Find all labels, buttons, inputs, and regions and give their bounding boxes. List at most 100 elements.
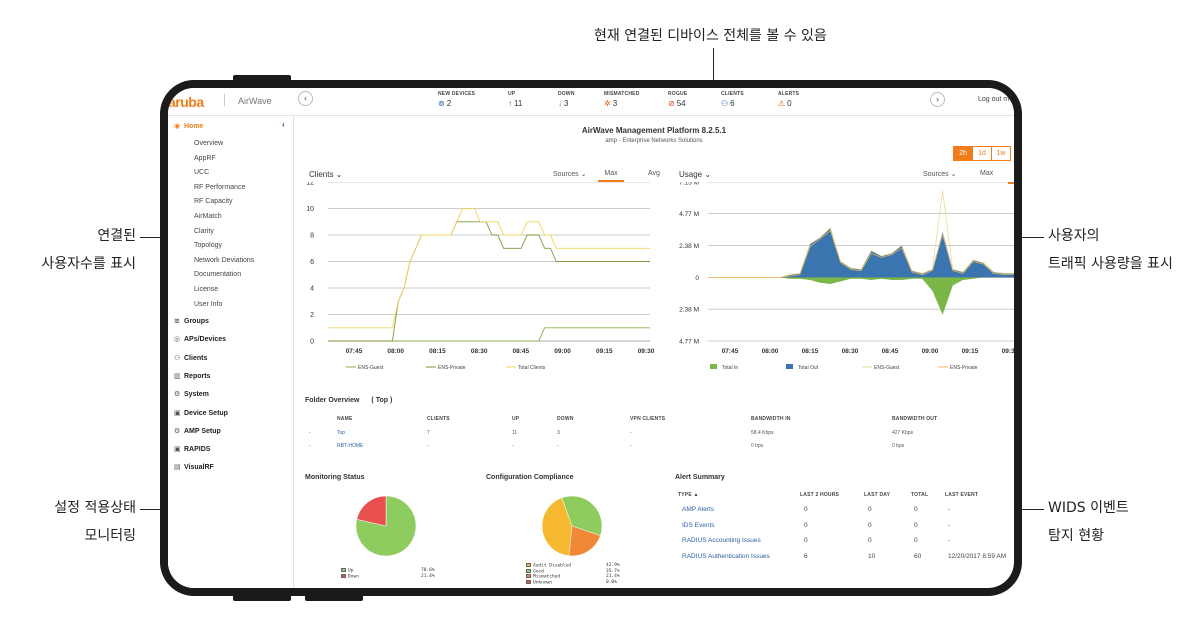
usage-max-tab[interactable]: Max	[980, 170, 994, 177]
folder-cell: -	[557, 442, 559, 449]
sidebar-subitem-clarity[interactable]: Clarity	[194, 227, 214, 235]
configuration-compliance-title: Configuration Compliance	[486, 474, 574, 481]
alert-col-header[interactable]: LAST DAY	[864, 492, 891, 498]
range-2h-button[interactable]: 2h	[953, 146, 973, 161]
sidebar-subitem-user-info[interactable]: User Info	[194, 300, 223, 308]
stat-mismatched[interactable]: MISMATCHED ✲ 3	[604, 91, 640, 108]
clients-x-tick: 09:15	[596, 348, 613, 355]
clients-max-tab[interactable]: Max	[598, 170, 624, 182]
sidebar-collapse-icon[interactable]: ‹	[282, 120, 285, 129]
sidebar-item-rapids[interactable]: ▣ RAPIDS	[174, 445, 210, 453]
alert-col-header[interactable]: TOTAL	[911, 492, 929, 498]
sidebar-subitem-documentation[interactable]: Documentation	[194, 271, 242, 279]
clients-y-tick: 0	[310, 339, 314, 346]
folder-col-header[interactable]: BANDWIDTH IN	[751, 416, 791, 422]
stat-value: 3	[564, 99, 569, 108]
sidebar-item-aps-devices[interactable]: ◎ APs/Devices	[174, 335, 226, 343]
sidebar-subitem-airmatch[interactable]: AirMatch	[194, 213, 222, 220]
sidebar-subitem-topology[interactable]: Topology	[194, 242, 223, 250]
legend-label: Audit Disabled	[533, 563, 571, 569]
stat-value-row: ⚠ 0	[778, 99, 799, 108]
sidebar-item-clients[interactable]: ⚇ Clients	[174, 354, 207, 362]
configuration-compliance-pie	[541, 495, 603, 557]
sidebar-subitem-network-deviations[interactable]: Network Deviations	[194, 256, 255, 264]
stat-clients[interactable]: CLIENTS ⚇ 6	[721, 91, 744, 108]
clients-chart-title[interactable]: Clients ⌄	[309, 170, 343, 179]
logout-link[interactable]: Log out m	[978, 96, 1010, 103]
folder-cell: -	[309, 442, 311, 449]
folder-overview-label: Folder Overview	[305, 397, 360, 404]
pie-legend-pct: 21.4%	[606, 574, 620, 579]
pie-slice-audit-disabled	[541, 497, 573, 557]
nav-forward-button[interactable]: ›	[930, 92, 945, 107]
clients-avg-tab[interactable]: Avg	[648, 170, 660, 177]
usage-sources-dropdown[interactable]: Sources ⌄	[923, 171, 957, 178]
stat-up[interactable]: UP ↑ 11	[508, 91, 522, 108]
legend-swatch	[526, 568, 531, 573]
usage-legend-label: Total In	[722, 365, 738, 371]
aruba-logo[interactable]: aruba	[168, 94, 204, 110]
sidebar-item-visualrf[interactable]: ▤ VisualRF	[174, 463, 214, 471]
usage-chart-title[interactable]: Usage ⌄	[679, 170, 712, 179]
clients-y-tick: 2	[310, 312, 314, 319]
legend-label: Up	[348, 568, 354, 574]
stat-value-row: ✲ 3	[604, 99, 640, 108]
legend-swatch	[526, 574, 531, 578]
folder-name-link[interactable]: Top	[337, 430, 346, 436]
airwave-screen: aruba AirWave ‹ NEW DEVICES ⊚ 2 UP ↑ 11 DOWN ↓ 3…	[168, 88, 1014, 588]
folder-col-header[interactable]: NAME	[337, 416, 353, 422]
alert-type-link[interactable]: AMP Alerts	[682, 506, 715, 513]
sidebar-item-label: Device Setup	[184, 409, 228, 417]
alert-col-header[interactable]: TYPE ▲	[678, 492, 699, 498]
alert-col-header[interactable]: LAST 2 HOURS	[800, 492, 840, 498]
alert-type-link[interactable]: RADIUS Accounting Issues	[682, 537, 761, 544]
folder-col-header[interactable]: UP	[512, 416, 520, 422]
sidebar-subitem-license[interactable]: License	[194, 286, 219, 293]
sidebar-subitem-rf-performance[interactable]: RF Performance	[194, 183, 246, 191]
range-1d-button[interactable]: 1d	[972, 146, 992, 161]
nav-back-button[interactable]: ‹	[298, 91, 313, 106]
clients-sources-dropdown[interactable]: Sources ⌄	[553, 171, 587, 178]
folder-cell: -	[512, 442, 514, 449]
sidebar-item-amp-setup[interactable]: ⚙ AMP Setup	[174, 427, 221, 435]
alert-type-link[interactable]: RADIUS Authentication Issues	[682, 552, 770, 560]
stat-down[interactable]: DOWN ↓ 3	[558, 91, 575, 108]
folder-col-header[interactable]: VPN CLIENTS	[630, 416, 666, 422]
range-1w-button[interactable]: 1w	[991, 146, 1011, 161]
sidebar-item-home[interactable]: ◉ Home	[174, 122, 203, 130]
folder-cell: 58.4 Kbps	[751, 430, 774, 436]
clients-x-tick: 08:00	[387, 348, 404, 355]
sidebar-item-groups[interactable]: ≋ Groups	[174, 317, 209, 325]
sidebar-subitem-rf-capacity[interactable]: RF Capacity	[194, 198, 233, 206]
usage-legend-label: ENS-Private	[950, 365, 978, 371]
clients-series-ens-private	[328, 221, 650, 342]
folder-overview-title: Folder Overview ( Top )	[305, 397, 392, 404]
folder-name-link[interactable]: RBT-HOME	[337, 442, 364, 449]
alert-icon: ⚠	[778, 99, 786, 108]
folder-cell: 427 Kbps	[892, 430, 914, 436]
alert-cell: -	[948, 537, 951, 544]
alert-col-header[interactable]: LAST EVENT	[945, 492, 979, 498]
alert-type-link[interactable]: IDS Events	[682, 521, 715, 529]
system-icon: ⚙	[174, 391, 181, 399]
stat-value-row: ⊚ 2	[438, 99, 475, 108]
sidebar-subitem-ucc[interactable]: UCC	[194, 169, 210, 177]
sidebar-item-system[interactable]: ⚙ System	[174, 390, 209, 398]
folder-col-header[interactable]: DOWN	[557, 416, 574, 422]
stat-alerts[interactable]: ALERTS ⚠ 0	[778, 91, 799, 108]
stat-rogue[interactable]: ROGUE ⊘ 54	[668, 91, 687, 108]
folder-overview-scope[interactable]: ( Top )	[371, 397, 393, 404]
sidebar-subitem-apprf[interactable]: AppRF	[194, 154, 216, 162]
usage-legend-swatch	[786, 364, 793, 369]
clients-chart: 12 10 8 6 4 2 0 07:45 08:00 08:15 08:30 08:45 09:00 0…	[306, 182, 655, 371]
folder-col-header[interactable]: CLIENTS	[427, 416, 450, 422]
callout-compliance-line1: 설정 적용상태	[54, 500, 136, 516]
stat-value-row: ↑ 11	[508, 99, 522, 108]
pie-legend-item: Mismatched	[526, 574, 560, 580]
stat-new-devices[interactable]: NEW DEVICES ⊚ 2	[438, 91, 475, 108]
sidebar-subitem-overview[interactable]: Overview	[194, 140, 224, 147]
clients-series-ens-guest	[328, 327, 650, 342]
sidebar-item-device-setup[interactable]: ▣ Device Setup	[174, 409, 228, 417]
sidebar-item-reports[interactable]: ▥ Reports	[174, 372, 210, 380]
folder-col-header[interactable]: BANDWIDTH OUT	[892, 416, 938, 422]
